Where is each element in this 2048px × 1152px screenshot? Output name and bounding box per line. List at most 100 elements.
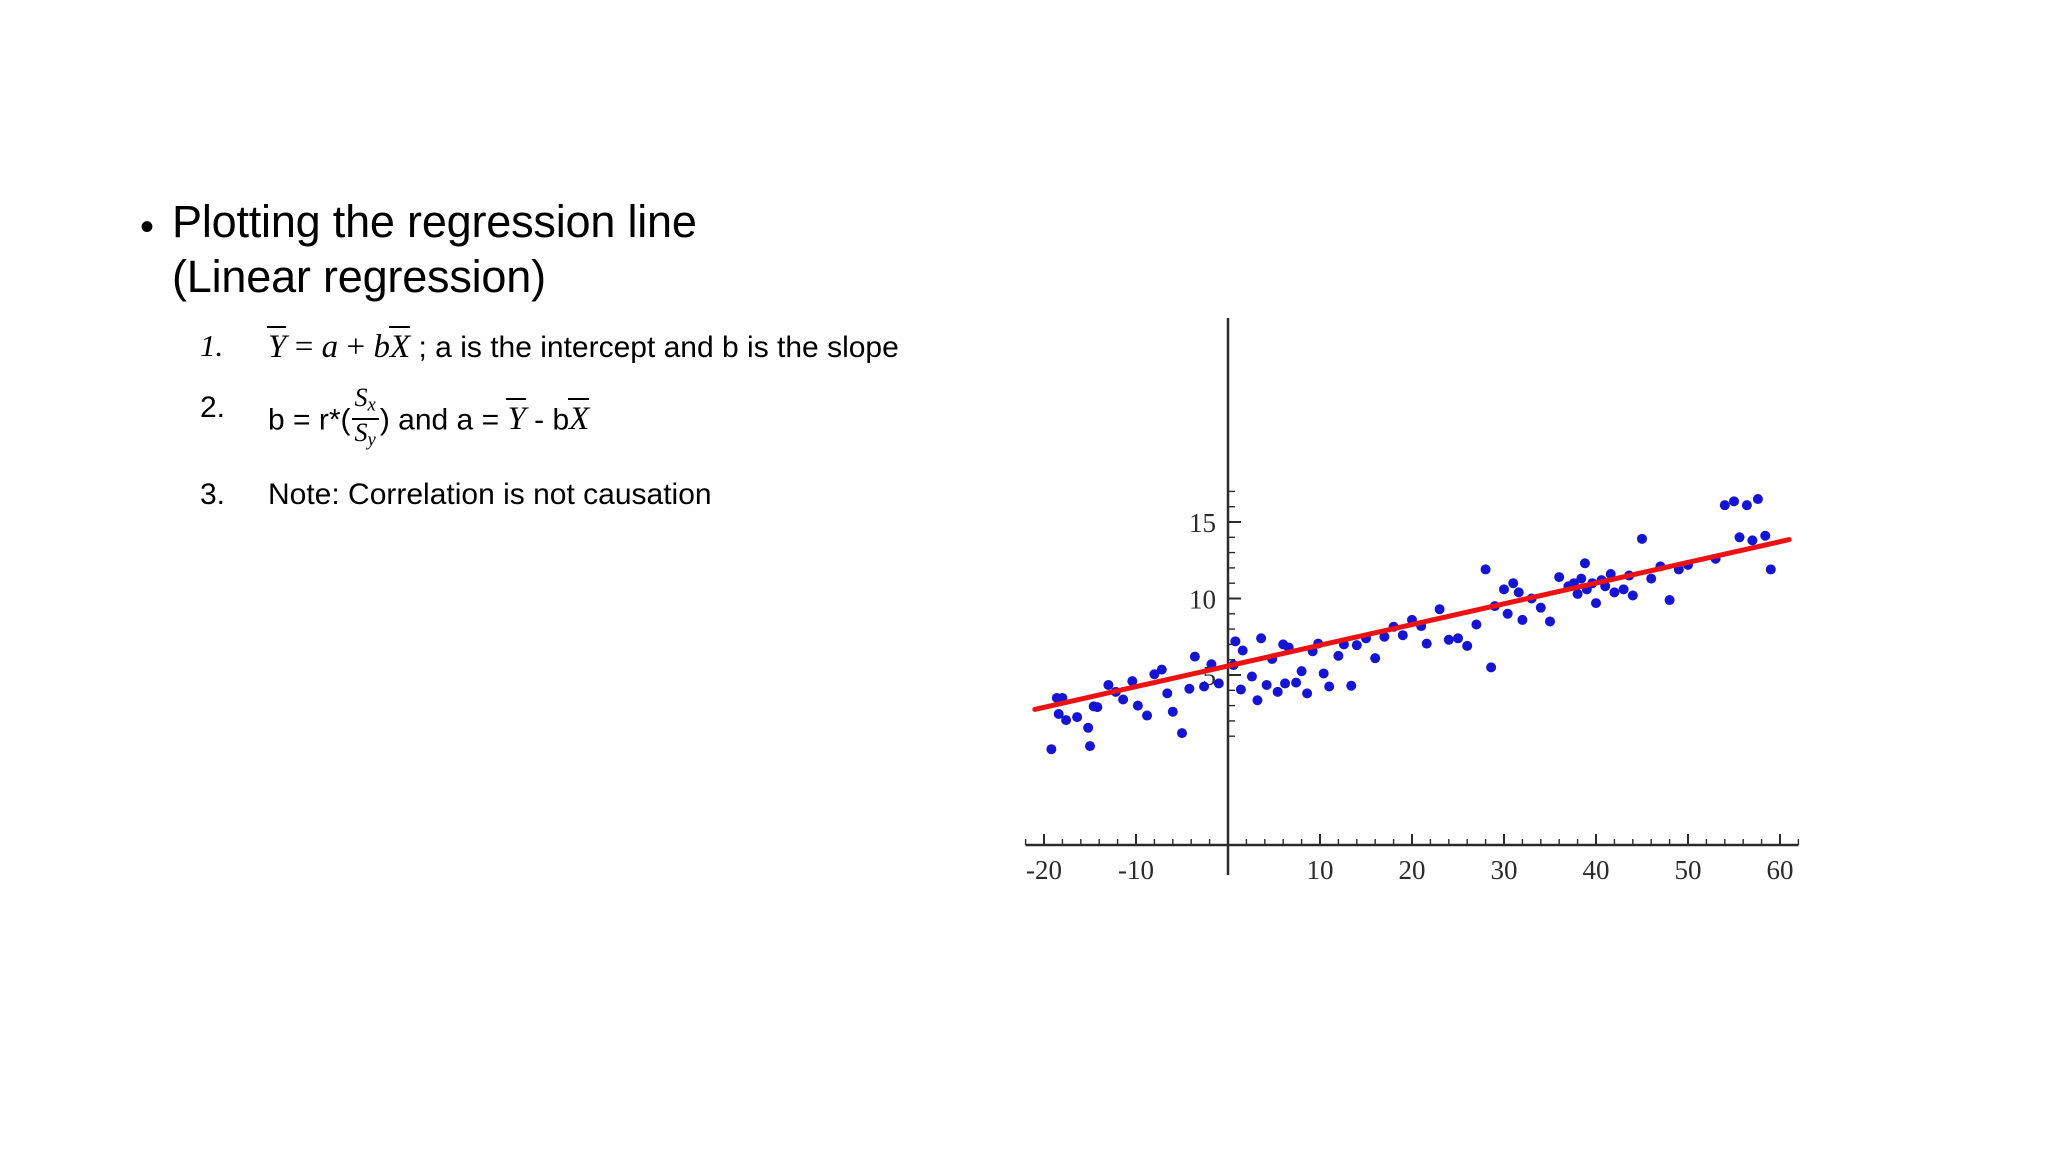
scatter-point xyxy=(1333,650,1344,661)
scatter-point xyxy=(1156,664,1167,675)
scatter-point xyxy=(1246,671,1257,682)
scatter-point xyxy=(1237,645,1248,656)
scatter-point xyxy=(1471,619,1482,630)
sub-item-3: 3. Note: Correlation is not causation xyxy=(200,474,960,516)
scatter-point xyxy=(1235,684,1246,695)
x-tick-label: 30 xyxy=(1491,855,1518,885)
x-tick-label: 20 xyxy=(1399,855,1426,885)
formula-plus: + xyxy=(346,328,366,365)
formula-and-a-equals: ) and a = xyxy=(379,403,508,437)
y-tick-label: 15 xyxy=(1189,508,1216,538)
scatter-point xyxy=(1765,564,1776,575)
main-bullet-line2: (Linear regression) xyxy=(172,250,546,302)
scatter-point xyxy=(1462,640,1473,651)
formula-x-bar: X xyxy=(388,325,411,368)
scatter-point xyxy=(1199,681,1210,692)
scatter-point xyxy=(1132,700,1143,711)
y-axis-minor-ticks xyxy=(1228,490,1241,737)
scatter-point xyxy=(1118,694,1129,705)
formula-b-lead: b = r*( xyxy=(268,403,351,437)
formula-b: b xyxy=(373,328,390,365)
axes-group xyxy=(1025,318,1799,875)
scatter-point xyxy=(1535,602,1546,613)
sub-item-3-text: Note: Correlation is not causation xyxy=(268,478,712,512)
scatter-point xyxy=(1486,662,1497,673)
formula-x-bar-2: X xyxy=(568,397,590,440)
scatter-point xyxy=(1346,680,1357,691)
scatter-point xyxy=(1627,590,1638,601)
scatter-point xyxy=(1272,686,1283,697)
scatter-point xyxy=(1508,578,1519,589)
sub-item-3-number: 3. xyxy=(200,478,226,512)
x-axis-tick-labels: -20 -10 10 20 30 40 50 60 xyxy=(1026,855,1794,885)
x-tick-label: 50 xyxy=(1675,855,1702,885)
scatter-point xyxy=(1480,564,1491,575)
scatter-point xyxy=(1637,533,1647,544)
scatter-point xyxy=(1741,500,1752,511)
sub-item-1-number: 1. xyxy=(200,327,224,363)
scatter-point xyxy=(1213,678,1224,689)
scatter-point xyxy=(1061,715,1072,726)
scatter-point xyxy=(1618,584,1629,595)
scatter-point xyxy=(1379,631,1390,642)
scatter-point xyxy=(1664,595,1675,606)
scatter-point xyxy=(1609,587,1620,598)
x-tick-label: -20 xyxy=(1026,855,1062,885)
main-bullet: • Plotting the regression line (Linear r… xyxy=(140,195,960,305)
scatter-point xyxy=(1103,679,1114,690)
scatter-point xyxy=(1554,572,1565,583)
sub-item-1: 1. Y = a + bX ; a is the intercept and b… xyxy=(200,325,960,369)
scatter-point xyxy=(1513,587,1524,598)
scatter-point xyxy=(1591,598,1601,609)
formula-y-bar: Y xyxy=(266,325,287,368)
sx-over-sy-fraction: Sx Sy xyxy=(351,382,379,454)
scatter-point xyxy=(1370,653,1381,664)
scatter-point xyxy=(1167,706,1178,717)
formula-minus-b: - b xyxy=(525,403,570,437)
scatter-point xyxy=(1579,558,1590,569)
sub-item-2-body: b = r*( Sx Sy ) and a = Y - bX xyxy=(268,382,590,456)
scatter-plot-with-regression-line: -20 -10 10 20 30 40 50 60 5 10 15 xyxy=(1000,290,1840,890)
scatter-point xyxy=(1453,633,1463,644)
scatter-point xyxy=(1092,702,1103,713)
x-tick-label: 10 xyxy=(1307,855,1334,885)
scatter-point xyxy=(1189,651,1200,662)
formula-y-bar-2: Y xyxy=(506,397,527,440)
scatter-point xyxy=(1184,683,1195,694)
scatter-point xyxy=(1517,614,1528,625)
scatter-points-group xyxy=(1046,494,1776,755)
scatter-point xyxy=(1502,608,1513,619)
formula-equals: = xyxy=(294,328,314,365)
sub-item-1-text: ; a is the intercept and b is the slope xyxy=(418,330,899,364)
scatter-point xyxy=(1747,535,1758,546)
scatter-point xyxy=(1280,678,1291,689)
scatter-point xyxy=(1324,681,1335,692)
bullet-marker-icon: • xyxy=(140,205,155,249)
main-bullet-line1: Plotting the regression line xyxy=(172,196,697,247)
scatter-point xyxy=(1421,638,1432,649)
x-tick-label: 40 xyxy=(1583,855,1610,885)
scatter-point xyxy=(1576,573,1587,584)
sub-list: 1. Y = a + bX ; a is the intercept and b… xyxy=(200,325,960,516)
sub-item-1-body: Y = a + bX ; a is the intercept and b is… xyxy=(266,325,899,369)
scatter-point xyxy=(1127,676,1138,687)
scatter-point xyxy=(1046,744,1057,755)
scatter-point xyxy=(1734,532,1745,543)
scatter-point xyxy=(1434,604,1445,615)
scatter-point xyxy=(1261,679,1272,690)
scatter-point xyxy=(1499,584,1509,595)
x-tick-label: -10 xyxy=(1118,855,1154,885)
scatter-point xyxy=(1729,496,1739,507)
fraction-bar xyxy=(351,418,379,421)
scatter-point xyxy=(1296,666,1307,677)
scatter-point xyxy=(1318,668,1329,679)
scatter-point xyxy=(1302,688,1313,699)
scatter-point xyxy=(1072,712,1083,723)
regression-line xyxy=(1032,537,1792,712)
scatter-point xyxy=(1252,695,1263,706)
fraction-denominator: Sy xyxy=(354,418,376,452)
sub-item-2: 2. b = r*( Sx Sy ) and a = Y - bX xyxy=(200,382,960,456)
scatter-point xyxy=(1760,530,1771,541)
fraction-numerator: Sx xyxy=(354,382,376,416)
